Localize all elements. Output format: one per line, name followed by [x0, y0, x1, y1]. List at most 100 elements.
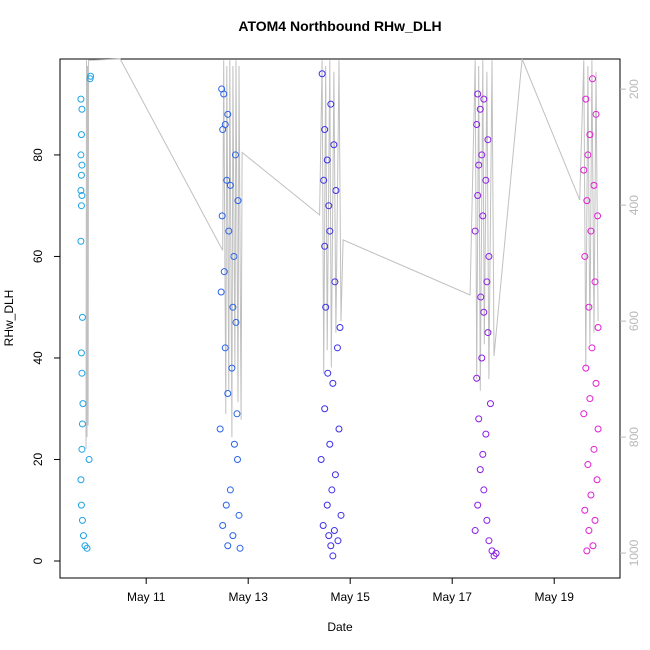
point — [485, 537, 493, 545]
point — [480, 486, 488, 494]
point — [594, 212, 602, 220]
point — [485, 252, 493, 260]
x-tick-label: May 11 — [127, 590, 166, 604]
point — [334, 537, 342, 545]
x-axis-label: Date — [327, 620, 353, 634]
point — [326, 440, 334, 448]
point — [590, 181, 598, 189]
point — [321, 126, 329, 134]
point — [586, 131, 594, 139]
point — [591, 278, 599, 286]
point — [474, 501, 482, 509]
point — [329, 552, 337, 560]
y2-tick-label: 200 — [627, 79, 641, 99]
y-tick-label: 0 — [31, 557, 45, 564]
point — [78, 420, 86, 428]
point — [337, 511, 345, 519]
point — [230, 440, 238, 448]
x-tick-label: May 17 — [433, 590, 473, 604]
point — [584, 151, 592, 159]
point — [87, 72, 95, 80]
point — [479, 450, 487, 458]
point — [580, 166, 588, 174]
point — [336, 324, 344, 332]
point — [324, 369, 332, 377]
point — [590, 445, 598, 453]
point — [477, 293, 485, 301]
series-line — [85, 58, 599, 449]
point — [325, 202, 333, 210]
point — [77, 186, 85, 194]
point — [588, 344, 596, 352]
point — [483, 278, 491, 286]
point — [77, 151, 85, 159]
point — [79, 400, 87, 408]
point — [328, 486, 336, 494]
point — [321, 405, 329, 413]
point — [320, 176, 328, 184]
point — [484, 329, 492, 337]
point — [330, 141, 338, 149]
x-tick-label: May 13 — [229, 590, 269, 604]
point — [216, 425, 224, 433]
point — [220, 268, 228, 276]
point — [232, 318, 240, 326]
point — [77, 202, 85, 210]
point — [587, 491, 595, 499]
point — [223, 176, 231, 184]
point — [591, 516, 599, 524]
point — [484, 136, 492, 144]
point — [582, 95, 590, 103]
point — [473, 120, 481, 128]
point — [78, 369, 86, 377]
y-tick-label: 60 — [31, 249, 45, 263]
point — [235, 511, 243, 519]
point — [219, 521, 227, 529]
point — [592, 379, 600, 387]
point — [594, 425, 602, 433]
y2-tick-label: 800 — [627, 427, 641, 447]
point — [585, 527, 593, 535]
point — [583, 547, 591, 555]
point — [326, 227, 334, 235]
point — [230, 252, 238, 260]
point — [580, 410, 588, 418]
point — [78, 105, 86, 113]
point — [78, 313, 86, 321]
x-tick-label: May 19 — [535, 590, 575, 604]
point — [322, 303, 330, 311]
point — [480, 95, 488, 103]
point — [483, 516, 491, 524]
y-axis-label: RHw_DLH — [2, 290, 16, 347]
point — [321, 242, 329, 250]
point — [486, 400, 494, 408]
point — [582, 364, 590, 372]
point — [594, 324, 602, 332]
point — [233, 455, 241, 463]
y2-tick-label: 400 — [627, 195, 641, 215]
point — [479, 212, 487, 220]
point — [224, 389, 232, 397]
point — [471, 527, 479, 535]
point — [581, 252, 589, 260]
point — [332, 186, 340, 194]
point — [78, 516, 86, 524]
point — [77, 131, 85, 139]
point — [330, 527, 338, 535]
point — [323, 501, 331, 509]
point — [226, 181, 234, 189]
point — [229, 532, 237, 540]
point — [473, 374, 481, 382]
point — [77, 476, 85, 484]
point — [329, 379, 337, 387]
point — [226, 486, 234, 494]
point — [335, 425, 343, 433]
point — [77, 237, 85, 245]
point — [77, 171, 85, 179]
point — [77, 349, 85, 357]
point — [587, 227, 595, 235]
y-tick-label: 20 — [31, 452, 45, 466]
point — [220, 90, 228, 98]
point — [224, 542, 232, 550]
